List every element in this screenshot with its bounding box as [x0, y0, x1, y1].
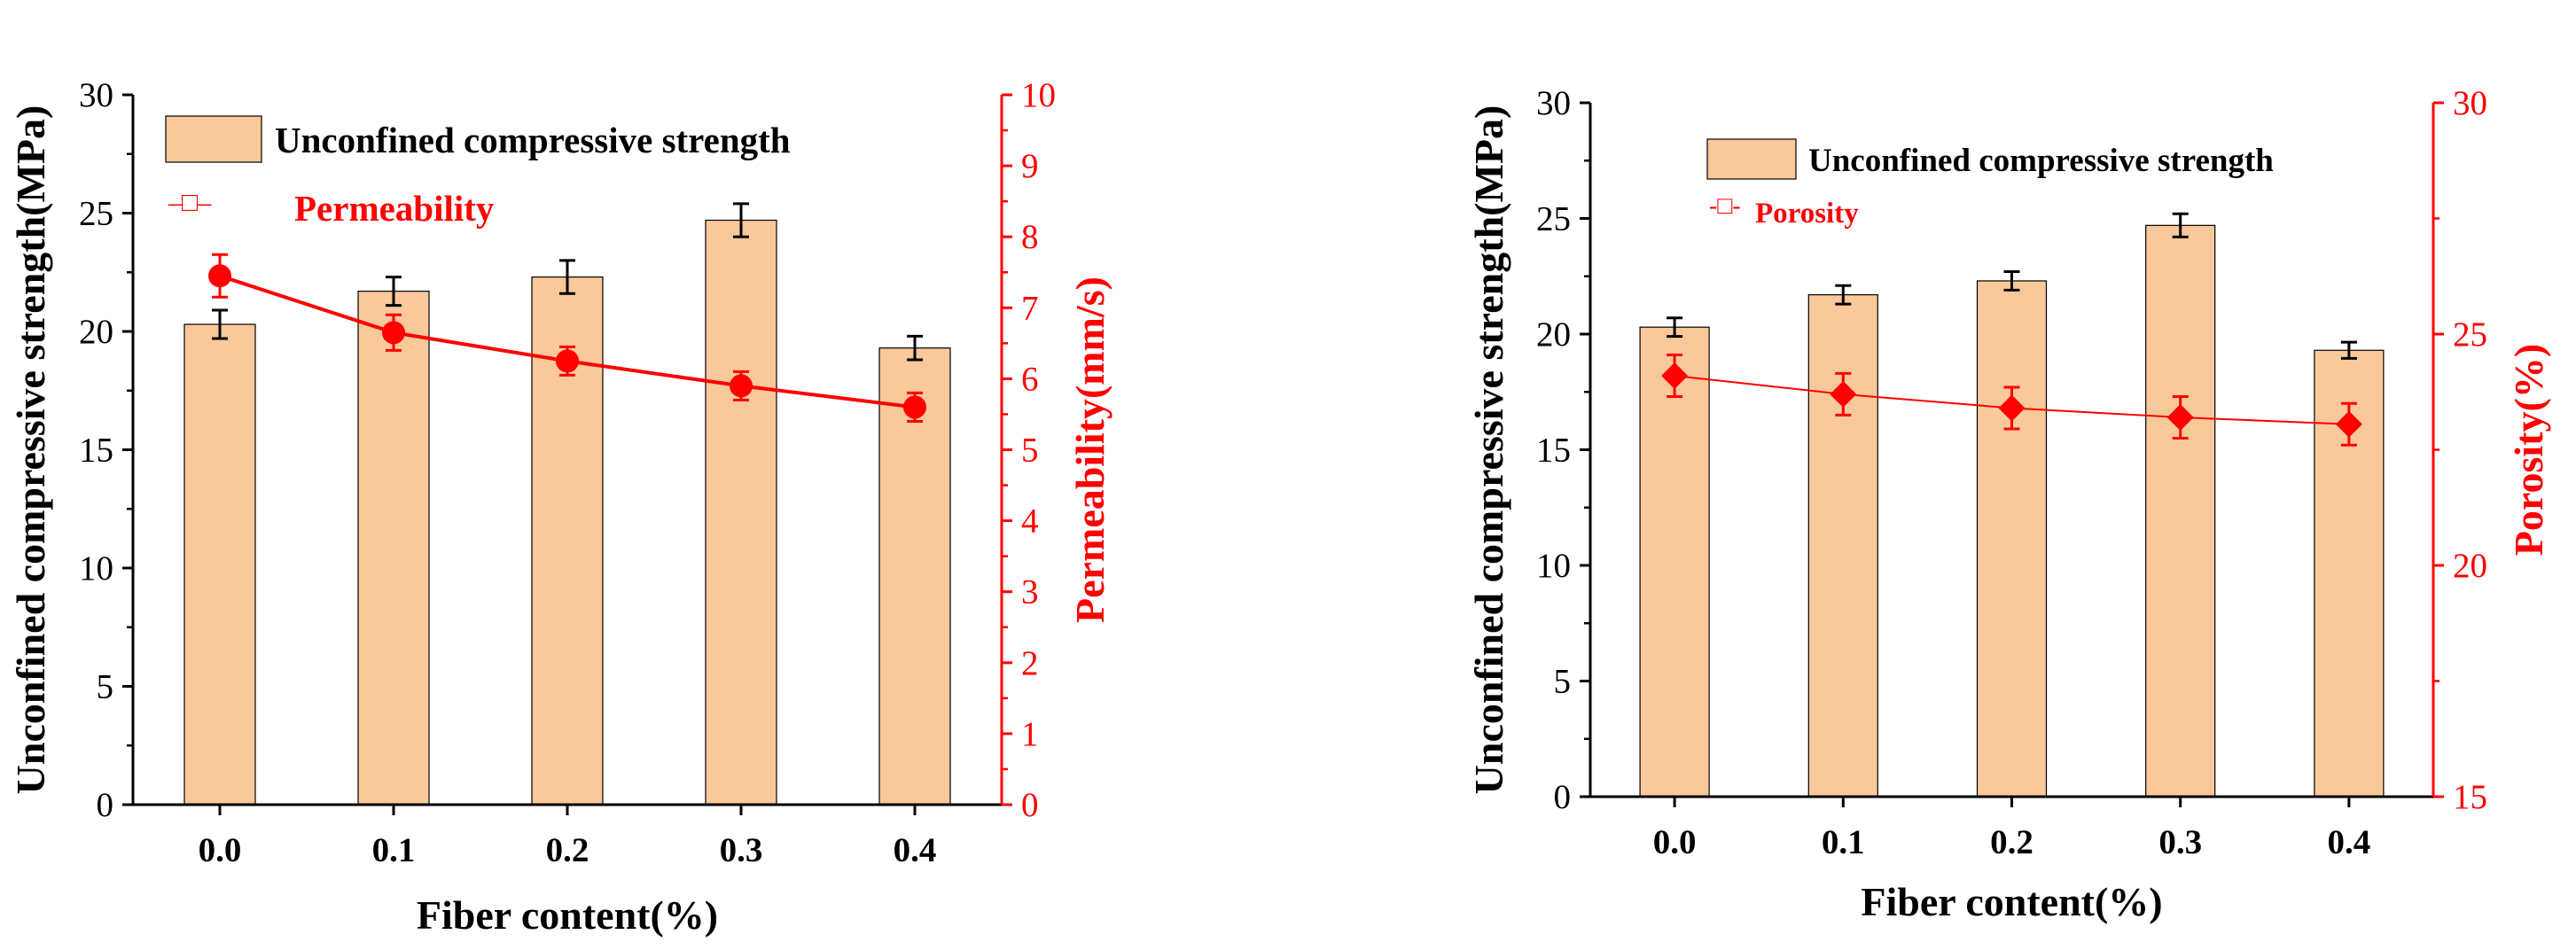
y-axis-title: Unconfined compressive strength(MPa): [8, 105, 53, 795]
right-tick-label: 25: [2453, 315, 2487, 354]
right-tick-label: 7: [1021, 289, 1039, 327]
bar-3: [2145, 224, 2216, 798]
right-tick-label: 9: [1021, 147, 1039, 185]
x-tick-label: 0.0: [199, 831, 242, 869]
data-point-1: [1830, 380, 1857, 408]
x-tick-label: 0.3: [2158, 823, 2202, 861]
left-tick-label: 20: [79, 313, 113, 351]
x-tick-label: 0.4: [2328, 823, 2371, 861]
left-tick-label: 15: [1536, 432, 1571, 470]
bar-4: [878, 347, 951, 806]
legend-line-symbol: -□-: [1709, 192, 1741, 220]
right-tick-label: 20: [2453, 547, 2487, 585]
y2-axis-title: Permeability(mm/s): [1067, 276, 1112, 623]
right-tick-label: 1: [1021, 715, 1039, 753]
data-point-4: [903, 395, 926, 419]
legend-bar-swatch: [1706, 138, 1797, 180]
right-tick-label: 10: [1021, 76, 1056, 114]
x-axis-title: Fiber content(%): [417, 892, 718, 938]
right-tick-label: 2: [1021, 644, 1039, 682]
data-point-3: [2166, 403, 2194, 431]
bar-error-bar-3: [2172, 212, 2189, 238]
bar-1: [1807, 294, 1878, 798]
left-tick-label: 30: [79, 76, 113, 114]
x-tick-label: 0.2: [546, 831, 589, 869]
bar-0: [1639, 326, 1710, 798]
bar-error-bar-1: [386, 276, 402, 308]
right-tick-label: 0: [1021, 786, 1039, 824]
right-tick-label: 30: [2453, 84, 2487, 122]
right-tick-label: 5: [1021, 432, 1039, 470]
legend-bar-label: Unconfined compressive strength: [275, 120, 791, 160]
right-tick-label: 4: [1021, 502, 1039, 541]
right-tick-label: 8: [1021, 218, 1039, 256]
right-tick-label: 6: [1021, 360, 1039, 398]
bar-error-bar-2: [2003, 270, 2020, 292]
x-tick-label: 0.1: [1822, 823, 1865, 861]
left-tick-label: 10: [79, 549, 113, 588]
y2-axis-title: Porosity(%): [2506, 344, 2551, 556]
left-tick-label: 5: [97, 668, 114, 706]
left-tick-label: 10: [1536, 547, 1571, 585]
bar-error-bar-0: [212, 308, 228, 340]
data-point-4: [2335, 410, 2362, 438]
bar-error-bar-0: [1667, 316, 1683, 339]
x-tick-label: 0.2: [1990, 823, 2033, 861]
legend-bar-label: Unconfined compressive strength: [1808, 143, 2274, 179]
bar-3: [705, 219, 777, 806]
right-tick-label: 3: [1021, 573, 1039, 611]
bar-error-bar-2: [559, 259, 575, 295]
left-tick-label: 30: [1536, 84, 1571, 122]
x-tick-label: 0.3: [720, 831, 763, 869]
legend-line-label: Porosity: [1755, 198, 1859, 230]
legend-bar-swatch: [165, 115, 262, 163]
data-point-2: [1998, 394, 2026, 422]
left-tick-label: 25: [79, 195, 113, 233]
x-tick-label: 0.4: [894, 831, 937, 869]
chart-permeability: 0 5 10 15 20 25 30 0 1 2 3 4 5 6 7 8 9 10 0.0 0.1 0.2 0.3 0.4 U…: [8, 76, 1112, 938]
data-point-1: [382, 321, 405, 345]
legend-line-symbol: –□–: [168, 188, 212, 217]
legend-line-label: Permeability: [294, 188, 495, 229]
bar-error-bar-4: [907, 334, 923, 362]
x-axis-title: Fiber content(%): [1861, 879, 2162, 924]
bar-error-bar-3: [733, 202, 749, 238]
bar-2: [1976, 280, 2048, 798]
left-tick-label: 20: [1536, 315, 1571, 354]
bar-error-bar-1: [1835, 284, 1852, 306]
left-tick-label: 0: [1554, 778, 1572, 816]
right-tick-label: 15: [2453, 778, 2487, 816]
bar-error-bar-4: [2340, 340, 2357, 360]
bar-1: [357, 291, 430, 806]
data-point-0: [208, 264, 231, 288]
data-point-3: [730, 374, 753, 398]
left-tick-label: 25: [1536, 200, 1571, 238]
x-tick-label: 0.1: [372, 831, 416, 869]
left-tick-label: 0: [97, 786, 114, 824]
bar-0: [183, 323, 256, 806]
chart-porosity: 0 5 10 15 20 25 30 15 20 25 30 0.0 0.1 0.2 0.3 0.4 Uncon…: [1466, 84, 2551, 924]
y-axis-title: Unconfined compressive strength(MPa): [1466, 105, 1511, 795]
left-tick-label: 5: [1554, 663, 1572, 701]
data-point-2: [556, 349, 579, 373]
x-tick-label: 0.0: [1653, 823, 1697, 861]
data-point-0: [1661, 362, 1689, 389]
left-tick-label: 15: [79, 432, 113, 470]
